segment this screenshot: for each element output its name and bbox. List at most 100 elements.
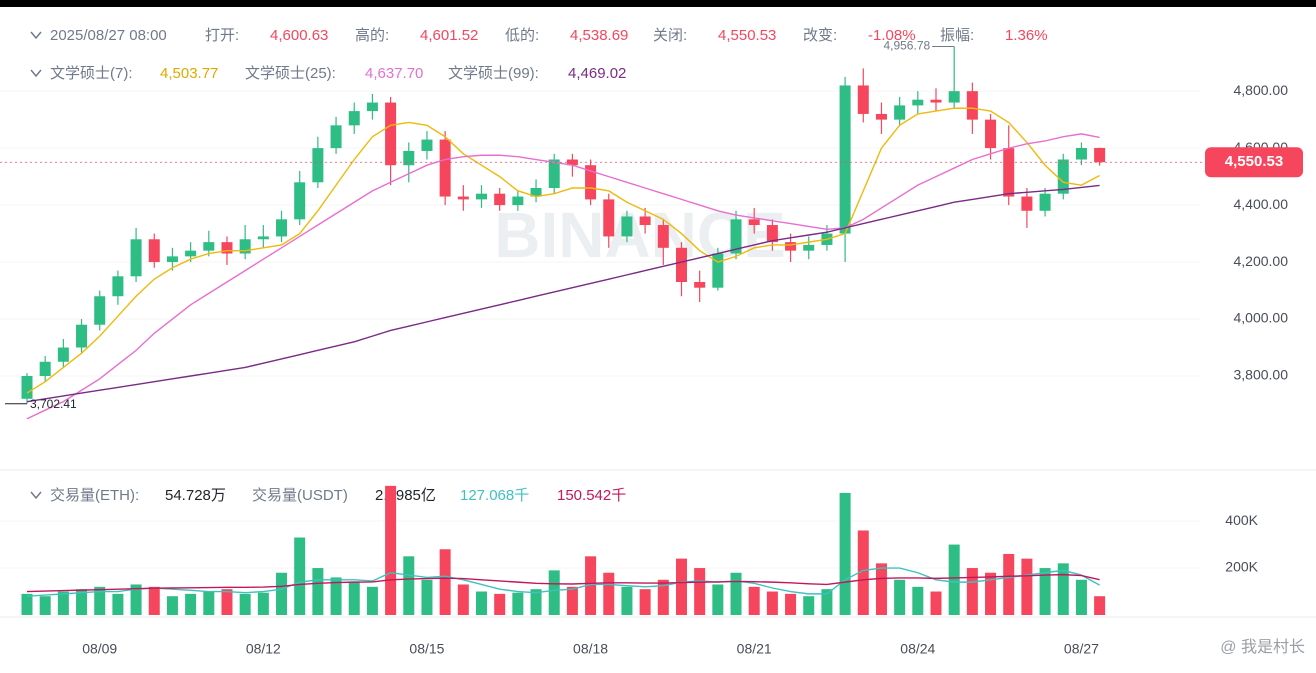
volume-bar [530, 589, 542, 615]
header-label: 关闭: [653, 27, 687, 44]
y-tick-label: 3,800.00 [1234, 367, 1289, 383]
volume-bar [1039, 568, 1051, 615]
volume-value: 54.728万 [165, 487, 226, 504]
header-value: 4,550.53 [718, 27, 776, 44]
candle-body [366, 102, 378, 112]
volume-bar [966, 568, 978, 615]
candle-body [112, 276, 124, 297]
y-tick-label: 4,400.00 [1234, 196, 1289, 212]
candle-body [966, 91, 978, 120]
candle-body [294, 182, 306, 220]
candle-body [675, 247, 687, 282]
candle-body [476, 193, 487, 200]
header-date: 2025/08/27 08:00 [50, 27, 167, 44]
candle-body [1021, 196, 1033, 211]
volume-bar [839, 492, 851, 615]
volume-bar [439, 549, 451, 615]
header-label: 打开: [205, 27, 239, 44]
volume-bar [294, 537, 306, 615]
candle-body [712, 253, 724, 288]
volume-bar [348, 582, 360, 615]
volume-bar [148, 586, 160, 615]
volume-bar [1021, 558, 1033, 615]
candle-body [239, 239, 251, 254]
volume-bar [585, 556, 597, 615]
header-value: 4,601.52 [420, 27, 478, 44]
volume-bar [512, 592, 524, 615]
volume-bar [621, 586, 633, 615]
volume-bar [330, 577, 342, 615]
candle-body [875, 113, 887, 120]
x-tick-label: 08/24 [900, 641, 935, 657]
candle-body [130, 239, 142, 277]
candle-body [385, 102, 397, 166]
y-tick-label: 4,800.00 [1234, 82, 1289, 98]
candle-body [1057, 159, 1069, 194]
ma-line [26, 133, 1100, 420]
candle-body [21, 376, 33, 399]
volume-bar [639, 589, 651, 615]
ma-legend-name: 文学硕士(7): [50, 65, 133, 82]
volume-value: 2.4985亿 [375, 487, 436, 504]
candle-body [457, 196, 469, 200]
volume-bar [857, 530, 869, 615]
candle-body [185, 250, 197, 257]
header-value: 4,538.69 [570, 27, 628, 44]
volume-bar [1057, 563, 1069, 615]
candle-body [1039, 193, 1051, 211]
candle-body [221, 242, 233, 254]
volume-bar [76, 589, 88, 615]
candle-body [785, 242, 797, 251]
candle-body [585, 165, 597, 200]
volume-bar [494, 593, 506, 615]
volume-bar [1075, 579, 1087, 615]
volume-bar [875, 563, 887, 615]
last-price-tag [1205, 147, 1303, 178]
candle-body [948, 91, 960, 103]
top-bar [0, 0, 1316, 7]
volume-bar [457, 584, 469, 615]
candle-body [1075, 147, 1087, 160]
volume-bar [766, 591, 778, 615]
candle-body [94, 296, 106, 325]
x-tick-label: 08/18 [573, 641, 608, 657]
volume-bar [403, 556, 415, 615]
header-value: 4,600.63 [270, 27, 328, 44]
header-value: -1.08% [868, 27, 916, 44]
candle-body [39, 361, 51, 376]
candle-body [930, 99, 942, 103]
candle-body [439, 139, 451, 197]
collapse-icon[interactable] [30, 491, 42, 500]
candle-body [730, 219, 742, 254]
y2-tick-label: 400K [1225, 512, 1258, 528]
volume-bar [312, 568, 324, 615]
candle-body [857, 85, 869, 114]
volume-bar [112, 593, 124, 615]
ma-legend-name: 文学硕士(25): [245, 65, 336, 82]
candle-body [639, 216, 651, 226]
volume-bar [257, 592, 269, 615]
candle-body [548, 159, 560, 188]
candle-body [839, 85, 851, 234]
ma-line [26, 184, 1100, 403]
volume-bar [21, 593, 33, 615]
collapse-icon[interactable] [30, 69, 42, 78]
volume-bar [603, 572, 615, 615]
y2-tick-label: 200K [1225, 559, 1258, 575]
header-label: 高的: [355, 27, 389, 44]
annotation-label: 3,702.41 [30, 397, 77, 411]
candle-body [494, 193, 506, 206]
volume-bar [1094, 596, 1106, 615]
ma-legend-value: 4,469.02 [568, 65, 626, 82]
volume-bar [803, 596, 815, 615]
volume-label: 交易量(ETH): [50, 486, 139, 504]
y-tick-label: 4,200.00 [1234, 253, 1289, 269]
x-tick-label: 08/12 [246, 641, 281, 657]
volume-bar [748, 586, 760, 615]
volume-bar [548, 570, 560, 615]
volume-bar [57, 591, 69, 615]
collapse-icon[interactable] [30, 31, 42, 40]
volume-bar [712, 584, 724, 615]
x-tick-label: 08/15 [409, 641, 444, 657]
